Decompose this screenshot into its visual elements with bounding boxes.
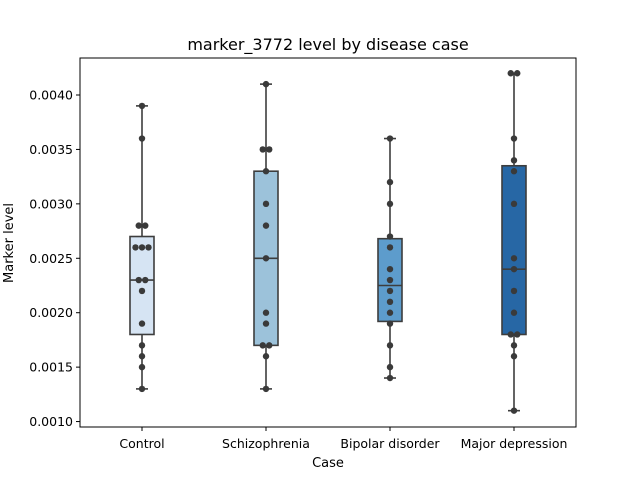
y-axis-label: Marker level: [2, 203, 17, 283]
plot-frame: [79, 57, 577, 428]
data-point: [510, 265, 518, 273]
x-tick-label: Schizophrenia: [222, 436, 310, 451]
data-point: [262, 309, 270, 316]
data-point: [142, 276, 149, 284]
y-tick-label: 0.0030: [29, 196, 73, 211]
data-point: [510, 407, 518, 414]
data-point: [386, 363, 394, 371]
box-group: [253, 80, 279, 393]
y-tick-label: 0.0040: [29, 88, 73, 103]
data-point: [510, 135, 518, 142]
data-point: [386, 276, 394, 284]
data-point: [132, 244, 139, 251]
data-point: [262, 168, 270, 175]
y-tick-label: 0.0015: [29, 360, 73, 375]
box-iqr: [501, 164, 527, 336]
data-point: [386, 178, 394, 186]
data-point: [145, 244, 152, 251]
data-point: [135, 222, 142, 229]
chart-title: marker_3772 level by disease case: [187, 35, 468, 55]
data-point: [138, 353, 146, 360]
data-point: [142, 222, 149, 229]
data-point: [259, 342, 266, 349]
data-point: [510, 309, 518, 316]
data-point: [386, 244, 394, 251]
data-point: [510, 287, 518, 295]
data-point: [514, 70, 521, 77]
data-point: [386, 265, 394, 273]
data-point: [386, 342, 394, 349]
data-point: [510, 342, 518, 349]
data-point: [510, 200, 518, 208]
data-point: [386, 374, 394, 382]
data-point: [262, 320, 270, 327]
box-group: [501, 70, 527, 414]
x-tick-label: Major depression: [461, 436, 568, 451]
y-tick-label: 0.0035: [29, 142, 73, 157]
data-point: [386, 135, 394, 142]
data-point: [262, 255, 270, 262]
data-point: [510, 157, 518, 164]
y-tick-label: 0.0020: [29, 305, 73, 320]
x-axis-label: Case: [312, 456, 344, 471]
data-point: [138, 135, 146, 142]
y-axis-ticks: 0.0010 0.0015 0.0020 0.0025 0.0030 0.0035 0.00…: [29, 88, 80, 429]
data-point: [507, 331, 514, 338]
data-point: [138, 342, 146, 349]
data-point: [259, 146, 266, 153]
data-point: [262, 222, 270, 229]
data-point: [386, 287, 394, 295]
data-point: [514, 331, 521, 338]
x-axis-ticks: Control Schizophrenia Bipolar disorder Majo…: [119, 427, 567, 451]
data-point: [135, 276, 142, 284]
data-point: [262, 385, 270, 393]
data-point: [262, 80, 270, 88]
y-tick-label: 0.0010: [29, 414, 73, 429]
box-group: [377, 135, 403, 382]
data-point: [138, 102, 146, 110]
box-iqr: [129, 235, 155, 336]
data-point: [262, 353, 270, 360]
data-point: [262, 200, 270, 208]
data-point: [386, 309, 394, 316]
data-point: [386, 298, 394, 306]
data-point: [138, 287, 146, 295]
data-point: [386, 320, 394, 327]
data-point: [138, 244, 146, 251]
data-point: [510, 168, 518, 175]
data-point: [507, 70, 514, 77]
data-point: [386, 233, 394, 240]
data-point: [266, 342, 273, 349]
data-point: [138, 363, 146, 371]
y-tick-label: 0.0025: [29, 251, 73, 266]
box-group: [129, 102, 155, 393]
data-point: [510, 353, 518, 360]
plot-area: [79, 57, 577, 428]
data-point: [510, 255, 518, 262]
data-point: [266, 146, 273, 153]
data-point: [138, 385, 146, 393]
data-point: [138, 320, 146, 327]
data-point: [386, 200, 394, 208]
x-tick-label: Bipolar disorder: [340, 436, 440, 451]
x-tick-label: Control: [119, 436, 164, 451]
